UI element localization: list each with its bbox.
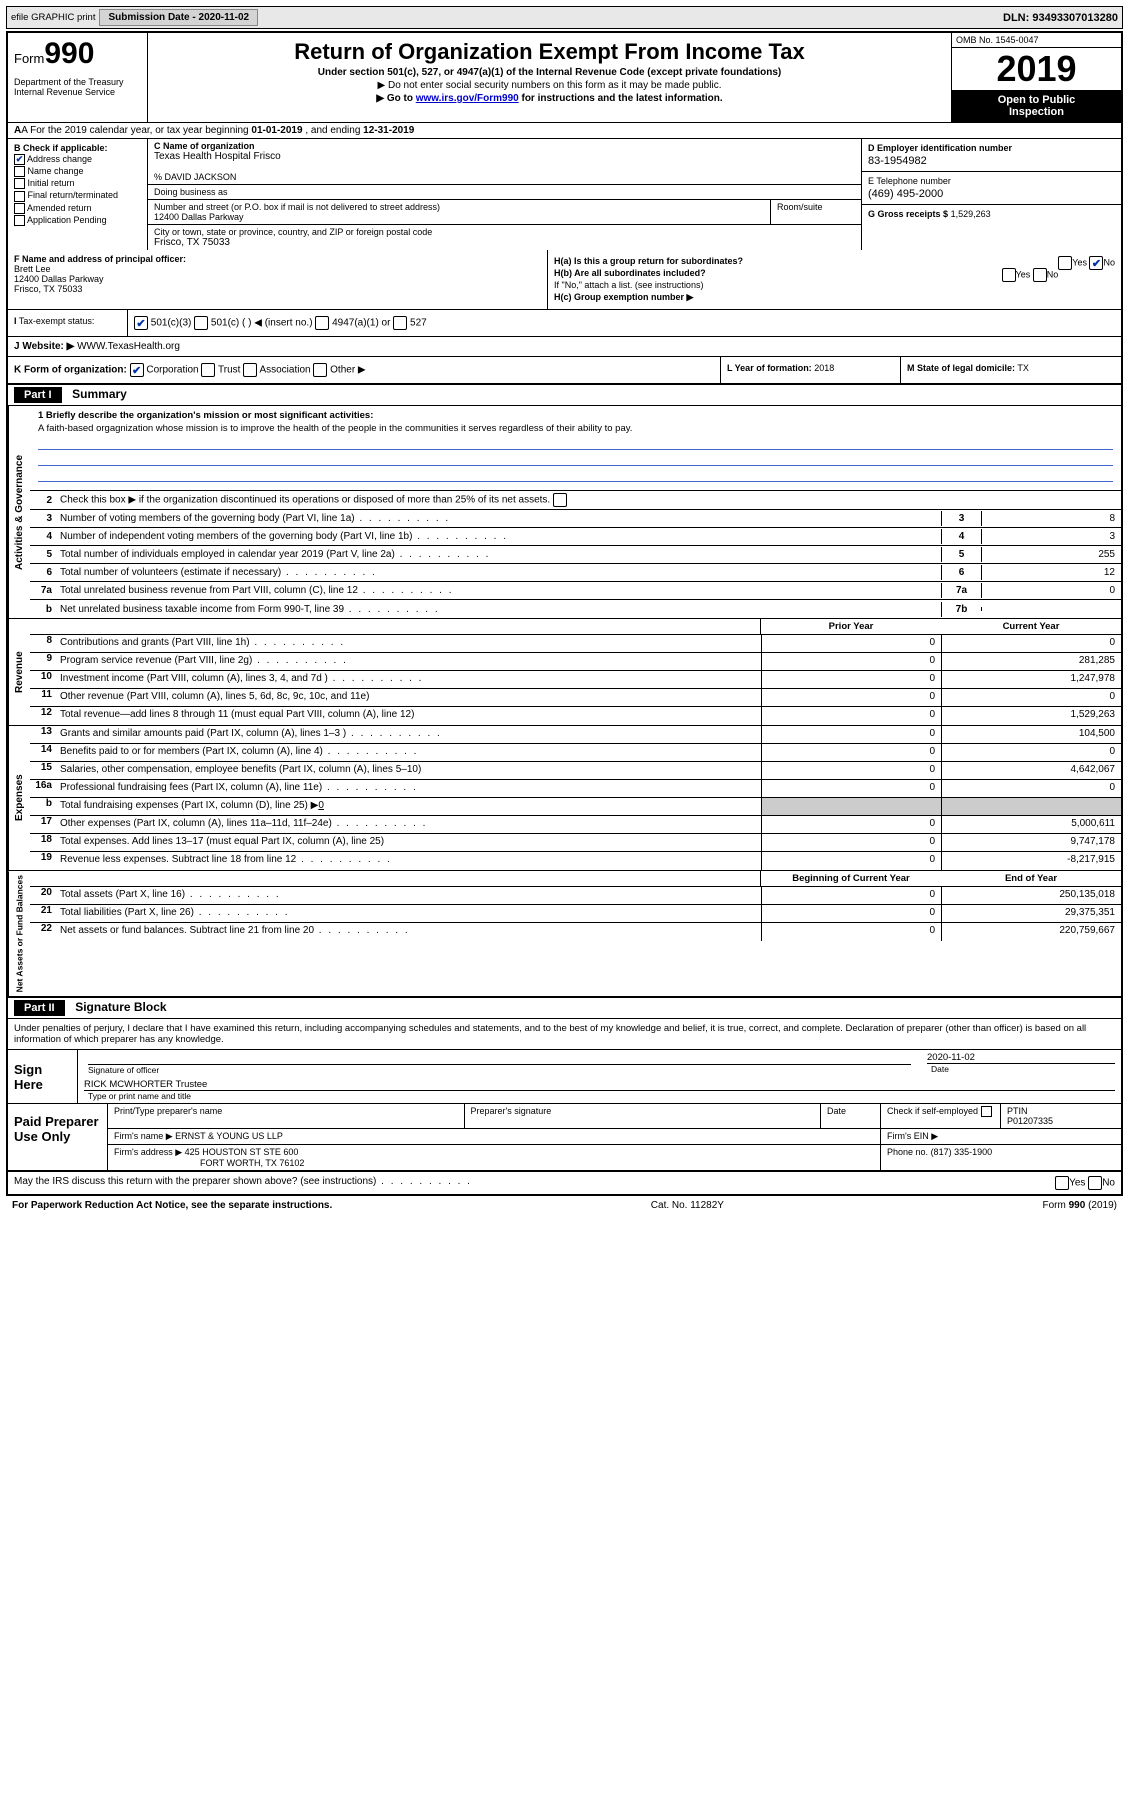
open-inspection: Open to PublicInspection (952, 90, 1121, 122)
mission-text: A faith-based orgagnization whose missio… (38, 423, 1113, 434)
firm-addr2: FORT WORTH, TX 76102 (114, 1158, 304, 1168)
cb-corp[interactable] (130, 363, 144, 377)
cb-other[interactable] (313, 363, 327, 377)
ha-no[interactable] (1089, 256, 1103, 270)
revenue-section: Revenue Prior YearCurrent Year 8Contribu… (8, 619, 1121, 726)
part-ii-header: Part II Signature Block (8, 998, 1121, 1019)
section-a: AA For the 2019 calendar year, or tax ye… (8, 123, 1121, 139)
care-of: % DAVID JACKSON (154, 172, 236, 182)
cb-501c3[interactable] (134, 316, 148, 330)
hb-no[interactable] (1033, 268, 1047, 282)
checkbox-initial-return[interactable] (14, 178, 25, 189)
cb-assoc[interactable] (243, 363, 257, 377)
form-subtitle: Under section 501(c), 527, or 4947(a)(1)… (156, 67, 943, 78)
firm-name: ERNST & YOUNG US LLP (175, 1131, 283, 1141)
discuss-no[interactable] (1088, 1176, 1102, 1190)
submission-date-button[interactable]: Submission Date - 2020-11-02 (99, 9, 258, 26)
ha-yes[interactable] (1058, 256, 1072, 270)
checkbox-address-change[interactable] (14, 154, 25, 165)
tax-year: 2019 (952, 48, 1121, 90)
checkbox-final-return[interactable] (14, 191, 25, 202)
gross-receipts: 1,529,263 (951, 209, 991, 219)
efile-label: efile GRAPHIC print (11, 12, 95, 23)
val-4: 3 (981, 529, 1121, 544)
val-7a: 0 (981, 583, 1121, 598)
cb-501c[interactable] (194, 316, 208, 330)
org-name: Texas Health Hospital Frisco (154, 151, 281, 162)
telephone: (469) 495-2000 (868, 188, 1115, 200)
section-c: C Name of organization Texas Health Hosp… (148, 139, 861, 250)
val-3: 8 (981, 511, 1121, 526)
city-state-zip: Frisco, TX 75033 (154, 237, 230, 248)
cb-self-employed[interactable] (981, 1106, 992, 1117)
preparer-phone: (817) 335-1900 (931, 1147, 993, 1157)
cb-527[interactable] (393, 316, 407, 330)
cb-4947[interactable] (315, 316, 329, 330)
page-footer: For Paperwork Reduction Act Notice, see … (6, 1196, 1123, 1215)
paid-preparer-row: Paid Preparer Use Only Print/Type prepar… (8, 1104, 1121, 1171)
section-i: I Tax-exempt status: 501(c)(3) 501(c) ( … (8, 310, 1121, 337)
cb-trust[interactable] (201, 363, 215, 377)
val-5: 255 (981, 547, 1121, 562)
section-j: J Website: ▶ WWW.TexasHealth.org (8, 337, 1121, 357)
room-suite: Room/suite (771, 200, 861, 224)
section-deg: D Employer identification number 83-1954… (861, 139, 1121, 250)
cb-discontinued[interactable] (553, 493, 567, 507)
val-6: 12 (981, 565, 1121, 580)
checkbox-amended[interactable] (14, 203, 25, 214)
form-title: Return of Organization Exempt From Incom… (156, 39, 943, 65)
sig-date: 2020-11-02 (927, 1052, 1115, 1064)
form-outer: Form990 Department of the Treasury Inter… (6, 31, 1123, 1196)
activities-governance: Activities & Governance 1 Briefly descri… (8, 406, 1121, 619)
section-fh: F Name and address of principal officer:… (8, 250, 1121, 310)
checkbox-name-change[interactable] (14, 166, 25, 177)
officer-typed-name: RICK MCWHORTER Trustee (84, 1079, 1115, 1091)
dln: DLN: 93493307013280 (1003, 12, 1118, 24)
val-7b (981, 607, 1121, 611)
state-domicile: TX (1017, 363, 1029, 373)
section-klm: K Form of organization: Corporation Trus… (8, 357, 1121, 385)
department: Department of the Treasury Internal Reve… (14, 77, 141, 97)
line-1-label: 1 Briefly describe the organization's mi… (38, 410, 373, 421)
checkbox-app-pending[interactable] (14, 215, 25, 226)
instructions-link[interactable]: www.irs.gov/Form990 (416, 93, 519, 104)
sign-here-row: Sign Here Signature of officer 2020-11-0… (8, 1050, 1121, 1104)
officer-addr2: Frisco, TX 75033 (14, 284, 82, 294)
discuss-row: May the IRS discuss this return with the… (8, 1171, 1121, 1194)
officer-addr1: 12400 Dallas Parkway (14, 274, 104, 284)
discuss-yes[interactable] (1055, 1176, 1069, 1190)
top-bar: efile GRAPHIC print Submission Date - 20… (6, 6, 1123, 29)
ssn-notice: ▶ Do not enter social security numbers o… (156, 80, 943, 91)
dba-label: Doing business as (154, 187, 228, 197)
ptin: P01207335 (1007, 1116, 1053, 1126)
declaration-text: Under penalties of perjury, I declare th… (8, 1019, 1121, 1050)
section-b: B Check if applicable: Address change Na… (8, 139, 148, 250)
instructions-link-line: ▶ Go to www.irs.gov/Form990 for instruct… (156, 93, 943, 104)
hb-yes[interactable] (1002, 268, 1016, 282)
website: WWW.TexasHealth.org (77, 341, 180, 352)
year-formation: 2018 (814, 363, 834, 373)
p8: 0 (761, 635, 941, 652)
ein: 83-1954982 (868, 155, 1115, 167)
form-header: Form990 Department of the Treasury Inter… (8, 33, 1121, 123)
firm-addr1: 425 HOUSTON ST STE 600 (185, 1147, 299, 1157)
street-address: 12400 Dallas Parkway (154, 212, 244, 222)
officer-name: Brett Lee (14, 264, 51, 274)
net-assets-section: Net Assets or Fund Balances Beginning of… (8, 871, 1121, 998)
omb-number: OMB No. 1545-0047 (952, 33, 1121, 48)
c8: 0 (941, 635, 1121, 652)
expenses-section: Expenses 13Grants and similar amounts pa… (8, 726, 1121, 871)
section-bcde-row: B Check if applicable: Address change Na… (8, 139, 1121, 250)
form-number: Form990 (14, 37, 141, 71)
part-i-header: Part I Summary (8, 385, 1121, 406)
